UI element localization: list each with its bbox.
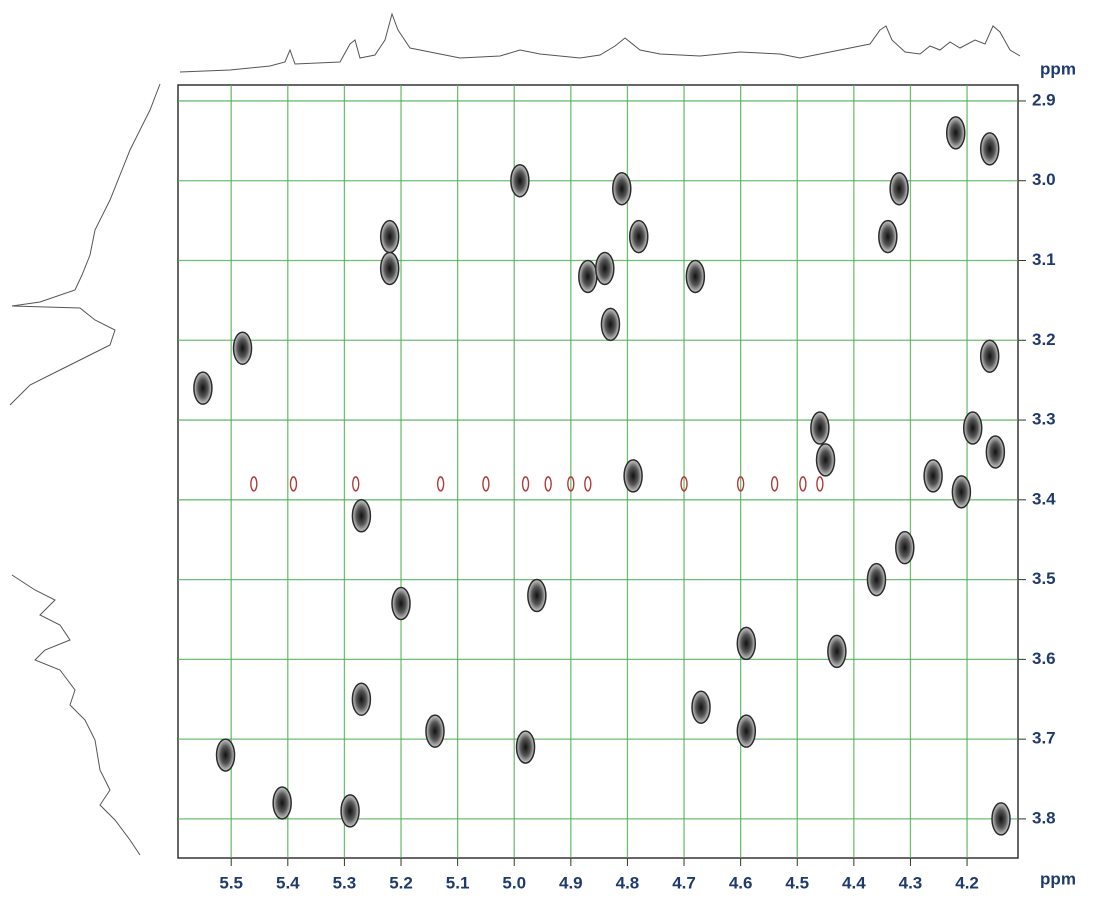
cross-peak <box>979 132 1000 166</box>
artifact-peak <box>680 476 688 492</box>
cross-peak <box>951 475 972 509</box>
cross-peak <box>810 411 830 445</box>
cross-peak <box>612 171 632 206</box>
artifact-peak <box>250 476 258 492</box>
artifact-peak <box>770 476 779 492</box>
cross-peak <box>945 116 966 150</box>
artifact-peak <box>567 476 575 492</box>
y-tick-label: 3.7 <box>1032 729 1056 748</box>
cross-peak <box>351 499 372 533</box>
x-tick-label: 5.1 <box>446 873 470 892</box>
cross-peak <box>193 371 213 405</box>
x-tick-label: 5.5 <box>219 873 243 892</box>
cross-peak <box>379 219 400 254</box>
cross-peak <box>340 794 360 828</box>
left-projection <box>9 83 161 856</box>
x-tick-label: 4.4 <box>842 873 866 892</box>
cross-peak <box>379 251 400 286</box>
cross-peak <box>351 682 372 717</box>
cross-peak <box>889 171 909 206</box>
x-tick-label: 4.9 <box>559 873 583 892</box>
y-tick-label: 3.3 <box>1032 410 1056 429</box>
cross-peak <box>515 730 536 764</box>
artifact-peak <box>736 476 745 492</box>
cross-peak <box>215 738 236 772</box>
x-tick-label: 4.8 <box>616 873 640 892</box>
artifact-peak <box>436 476 445 492</box>
cross-peak <box>232 331 253 366</box>
artifact-peak <box>289 476 298 492</box>
y-tick-label: 3.8 <box>1032 808 1056 827</box>
cross-peak <box>866 562 887 597</box>
artifact-peak <box>482 476 490 492</box>
cross-peak <box>878 219 898 254</box>
cross-peak <box>979 339 1000 373</box>
cross-peak <box>391 586 411 621</box>
artifact-peak <box>584 476 592 492</box>
cross-peak <box>923 459 943 493</box>
x-axis-label: ppm <box>1040 869 1076 888</box>
x-tick-label: 4.7 <box>672 873 696 892</box>
x-tick-label: 5.4 <box>276 873 300 892</box>
x-tick-label: 4.6 <box>729 873 753 892</box>
cross-peak <box>736 714 757 748</box>
cross-peak <box>578 259 598 294</box>
y-axis-label: ppm <box>1040 59 1076 78</box>
top-projection <box>179 12 1021 73</box>
y-tick-label: 3.5 <box>1032 569 1056 588</box>
y-tick-label: 3.1 <box>1032 250 1056 269</box>
cross-peak <box>272 786 292 820</box>
x-tick-label: 4.2 <box>955 873 979 892</box>
cross-peak <box>895 530 915 565</box>
cross-peak <box>629 219 649 254</box>
x-tick-label: 5.0 <box>502 873 526 892</box>
artifact-peak <box>816 476 824 492</box>
cross-peak <box>600 307 621 342</box>
cross-peak <box>595 251 615 286</box>
artifact-peak <box>544 476 552 492</box>
cross-peak <box>962 411 983 445</box>
cross-peak <box>991 802 1011 836</box>
x-tick-label: 4.3 <box>899 873 923 892</box>
cross-peak <box>510 163 530 198</box>
x-tick-label: 4.5 <box>785 873 809 892</box>
x-tick-label: 5.3 <box>333 873 357 892</box>
cross-peak <box>685 259 706 294</box>
cross-peak <box>736 626 757 661</box>
cross-peak <box>815 443 836 477</box>
cross-peak <box>827 634 847 669</box>
cross-peak <box>527 578 547 613</box>
cross-peak <box>623 459 643 493</box>
y-tick-label: 3.4 <box>1032 489 1056 508</box>
artifact-peak <box>799 476 807 492</box>
x-tick-label: 5.2 <box>389 873 413 892</box>
y-tick-label: 3.6 <box>1032 649 1056 668</box>
artifact-peak <box>352 476 360 492</box>
y-tick-label: 3.0 <box>1032 170 1056 189</box>
artifact-peak <box>521 476 530 492</box>
plot-frame <box>177 84 1019 859</box>
cross-peak <box>425 714 445 748</box>
cross-peak <box>691 690 711 724</box>
y-tick-label: 2.9 <box>1032 90 1056 109</box>
y-tick-label: 3.2 <box>1032 330 1056 349</box>
cross-peak <box>985 435 1006 469</box>
